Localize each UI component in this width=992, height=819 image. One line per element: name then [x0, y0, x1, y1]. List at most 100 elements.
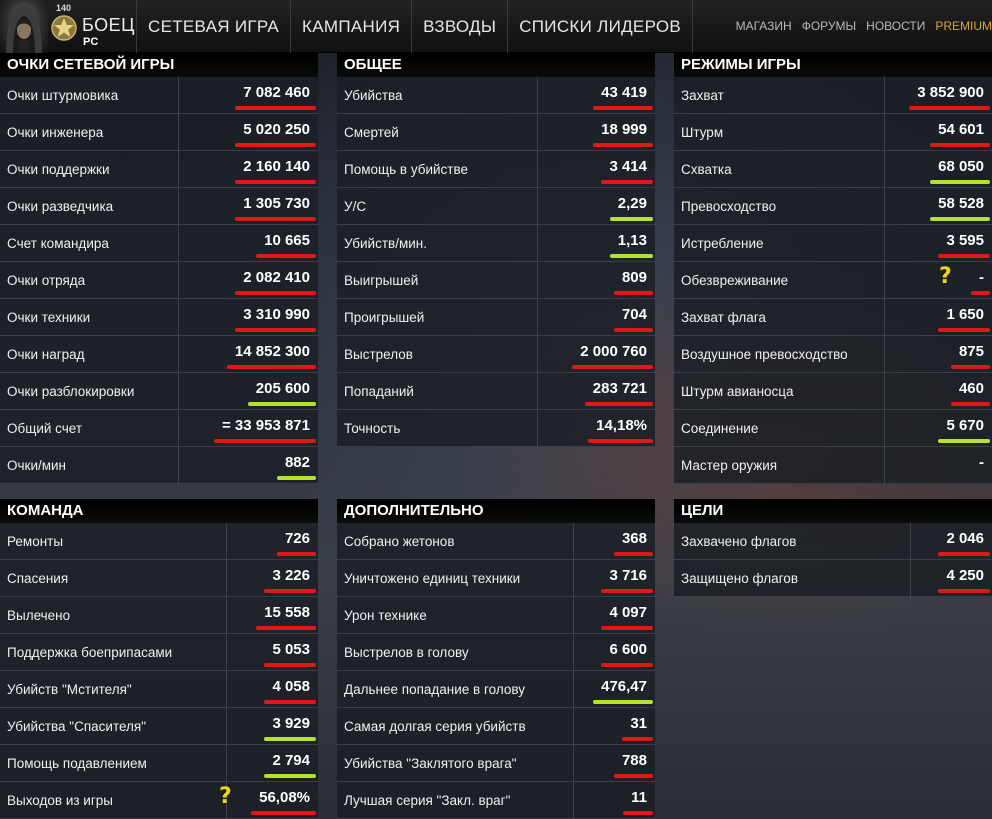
- stat-value: 58 528: [938, 195, 984, 212]
- stat-label: Захвачено флагов: [681, 534, 797, 549]
- stat-value: 68 050: [938, 158, 984, 175]
- stat-value: 4 058: [272, 678, 310, 695]
- highlight-underline: [264, 700, 316, 704]
- stat-label: Собрано жетонов: [344, 534, 455, 549]
- stat-row: Захват флага 1 650: [674, 299, 992, 336]
- highlight-underline: [235, 328, 316, 332]
- panel-general: ОБЩЕЕ Убийства 43 419 Смертей 18 999 Помощь в…: [337, 53, 655, 447]
- stat-value: 2 160 140: [243, 158, 310, 175]
- highlight-underline: [610, 217, 653, 221]
- stat-row: Убийств "Мстителя" 4 058: [0, 671, 318, 708]
- stat-value: 1 305 730: [243, 195, 310, 212]
- highlight-underline: [235, 217, 316, 221]
- highlight-underline: [264, 737, 316, 741]
- column-divider: [178, 188, 179, 225]
- stat-row: Лучшая серия "Закл. враг" 11: [337, 782, 655, 819]
- column-divider: [573, 671, 574, 708]
- stat-value: 31: [630, 715, 647, 732]
- highlight-underline: [938, 254, 990, 258]
- stat-label: Смертей: [344, 125, 399, 140]
- column-divider: [226, 560, 227, 597]
- stat-label: Убийств/мин.: [344, 236, 427, 251]
- soldier-avatar[interactable]: [0, 0, 48, 53]
- stat-row: Выстрелов 2 000 760: [337, 336, 655, 373]
- highlight-underline: [930, 143, 990, 147]
- column-divider: [537, 373, 538, 410]
- stat-label: Помощь подавлением: [7, 756, 147, 771]
- stat-row: Очки техники 3 310 990: [0, 299, 318, 336]
- stat-value: 11: [631, 789, 647, 806]
- column-divider: [884, 77, 885, 114]
- stat-row: Убийства 43 419: [337, 77, 655, 114]
- stat-label: У/С: [344, 199, 367, 214]
- tab-leaderboards[interactable]: СПИСКИ ЛИДЕРОВ: [507, 0, 693, 53]
- stat-row: Воздушное превосходство 875: [674, 336, 992, 373]
- stat-label: Истребление: [681, 236, 764, 251]
- link-premium[interactable]: PREMIUM: [935, 19, 992, 33]
- stat-value: 4 250: [946, 567, 984, 584]
- stat-label: Убийства "Заклятого врага": [344, 756, 517, 771]
- soldier-portrait-icon: [6, 6, 42, 53]
- column-divider: [910, 560, 911, 597]
- stat-value: 788: [621, 752, 647, 769]
- column-divider: [573, 782, 574, 819]
- link-store[interactable]: МАГАЗИН: [735, 19, 792, 33]
- column-divider: [226, 745, 227, 782]
- stat-value: = 33 953 871: [221, 417, 310, 434]
- column-divider: [226, 671, 227, 708]
- highlight-underline: [930, 217, 990, 221]
- highlight-underline: [264, 663, 316, 667]
- panel-title: РЕЖИМЫ ИГРЫ: [674, 53, 992, 77]
- column-divider: [537, 114, 538, 151]
- tab-multiplayer[interactable]: СЕТЕВАЯ ИГРА: [136, 0, 290, 53]
- column-divider: [178, 373, 179, 410]
- highlight-underline: [235, 143, 316, 147]
- stat-row: Защищено флагов 4 250: [674, 560, 992, 597]
- tab-platoons[interactable]: ВЗВОДЫ: [411, 0, 507, 53]
- stat-row: Вылечено 15 558: [0, 597, 318, 634]
- stat-row: Соединение 5 670: [674, 410, 992, 447]
- stat-row: Обезвреживание -?: [674, 262, 992, 299]
- soldier-title[interactable]: БОЕЦ: [82, 15, 135, 35]
- stat-label: Очки техники: [7, 310, 91, 325]
- stat-row: Ремонты 726: [0, 523, 318, 560]
- stat-value: 10 665: [264, 232, 310, 249]
- column-divider: [884, 151, 885, 188]
- column-divider: [537, 336, 538, 373]
- link-forums[interactable]: ФОРУМЫ: [801, 19, 857, 33]
- stat-label: Очки инженера: [7, 125, 104, 140]
- stat-label: Очки штурмовика: [7, 88, 119, 103]
- column-divider: [884, 373, 885, 410]
- stat-label: Очки поддержки: [7, 162, 110, 177]
- column-divider: [573, 560, 574, 597]
- stat-label: Выходов из игры: [7, 793, 113, 808]
- stat-row: Выстрелов в голову 6 600: [337, 634, 655, 671]
- highlight-underline: [938, 589, 990, 593]
- stat-label: Вылечено: [7, 608, 71, 623]
- tab-campaign[interactable]: КАМПАНИЯ: [290, 0, 411, 53]
- stat-label: Захват флага: [681, 310, 766, 325]
- column-divider: [226, 634, 227, 671]
- highlight-underline: [235, 180, 316, 184]
- column-divider: [910, 523, 911, 560]
- stat-value: 3 310 990: [243, 306, 310, 323]
- stat-row: Поддержка боеприпасами 5 053: [0, 634, 318, 671]
- link-news[interactable]: НОВОСТИ: [866, 19, 926, 33]
- highlight-underline: [588, 439, 653, 443]
- stat-value: 3 929: [272, 715, 310, 732]
- column-divider: [537, 225, 538, 262]
- stat-row: Помощь подавлением 2 794: [0, 745, 318, 782]
- stat-label: Помощь в убийстве: [344, 162, 468, 177]
- stat-row: Убийства "Спасителя" 3 929: [0, 708, 318, 745]
- column-divider: [178, 151, 179, 188]
- highlight-underline: [593, 700, 653, 704]
- stat-label: Соединение: [681, 421, 759, 436]
- stat-value: 14 852 300: [234, 343, 310, 360]
- stat-row: Попаданий 283 721: [337, 373, 655, 410]
- stat-value: 704: [621, 306, 647, 323]
- highlight-underline: [951, 365, 990, 369]
- stat-row: Мастер оружия -: [674, 447, 992, 484]
- stat-value: 43 419: [601, 84, 647, 101]
- stat-label: Штурм авианосца: [681, 384, 794, 399]
- stat-label: Убийства: [344, 88, 403, 103]
